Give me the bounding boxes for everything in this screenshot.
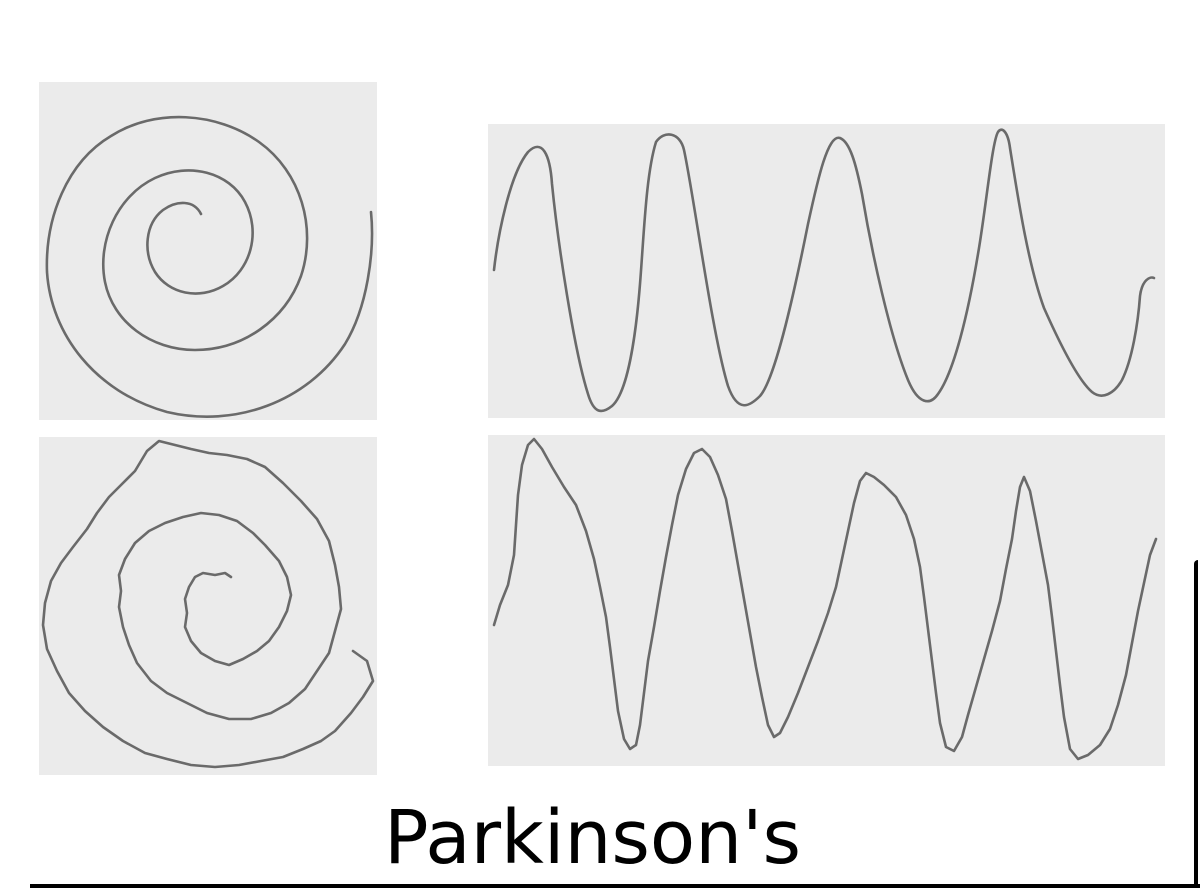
right-border-line bbox=[1194, 560, 1198, 888]
wave-drawing-tremor bbox=[488, 435, 1165, 766]
wave-drawing-smooth bbox=[488, 124, 1165, 418]
spiral-drawing-smooth bbox=[39, 82, 377, 420]
spiral-drawing-tremor bbox=[39, 437, 377, 775]
bottom-border-line bbox=[30, 884, 1200, 888]
figure-caption: Parkinson's bbox=[383, 795, 801, 881]
